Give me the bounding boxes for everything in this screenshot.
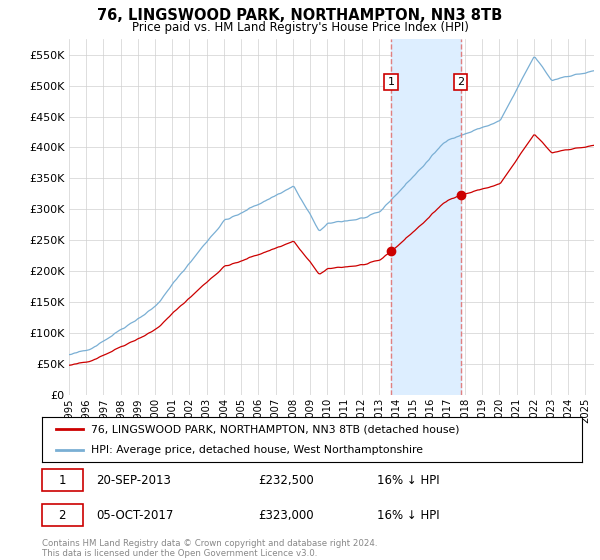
Text: 1: 1 bbox=[388, 77, 395, 87]
Text: HPI: Average price, detached house, West Northamptonshire: HPI: Average price, detached house, West… bbox=[91, 445, 422, 455]
Text: 05-OCT-2017: 05-OCT-2017 bbox=[96, 508, 173, 522]
Text: Price paid vs. HM Land Registry's House Price Index (HPI): Price paid vs. HM Land Registry's House … bbox=[131, 21, 469, 34]
FancyBboxPatch shape bbox=[42, 469, 83, 492]
Text: 2: 2 bbox=[457, 77, 464, 87]
Text: 16% ↓ HPI: 16% ↓ HPI bbox=[377, 508, 439, 522]
Bar bbox=[391, 39, 461, 395]
Text: 20-SEP-2013: 20-SEP-2013 bbox=[96, 474, 171, 487]
Text: £232,500: £232,500 bbox=[258, 474, 314, 487]
Text: 76, LINGSWOOD PARK, NORTHAMPTON, NN3 8TB (detached house): 76, LINGSWOOD PARK, NORTHAMPTON, NN3 8TB… bbox=[91, 424, 459, 435]
Text: 1: 1 bbox=[59, 474, 66, 487]
Text: £323,000: £323,000 bbox=[258, 508, 314, 522]
Text: 76, LINGSWOOD PARK, NORTHAMPTON, NN3 8TB: 76, LINGSWOOD PARK, NORTHAMPTON, NN3 8TB bbox=[97, 8, 503, 24]
FancyBboxPatch shape bbox=[42, 504, 83, 526]
Text: 16% ↓ HPI: 16% ↓ HPI bbox=[377, 474, 439, 487]
Text: Contains HM Land Registry data © Crown copyright and database right 2024.
This d: Contains HM Land Registry data © Crown c… bbox=[42, 539, 377, 558]
Text: 2: 2 bbox=[59, 508, 66, 522]
